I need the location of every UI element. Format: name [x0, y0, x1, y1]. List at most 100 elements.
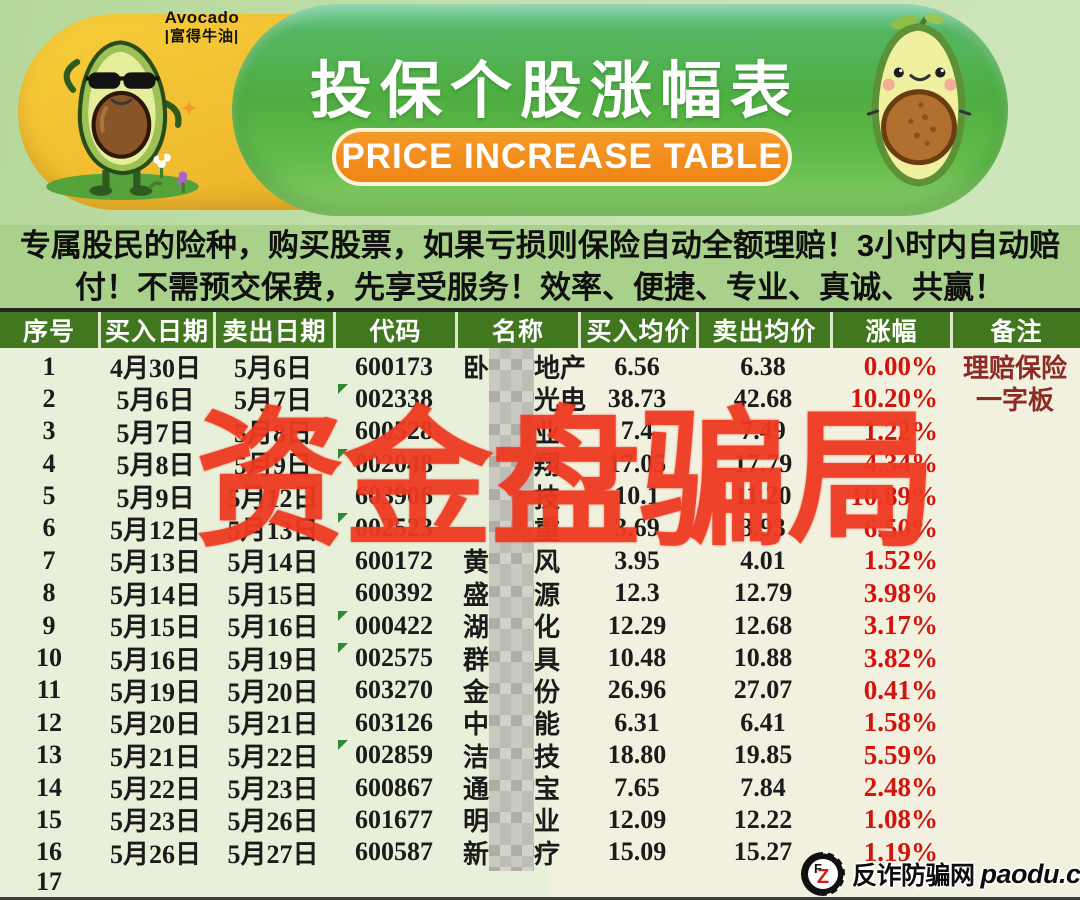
- promo-banner-text: 专属股民的险种，购买股票，如果亏损则保险自动全额理赔！3小时内自动赔付！不需预交…: [19, 227, 1061, 305]
- stock-name-visible-left: 金: [462, 677, 489, 707]
- cell-sell-date: 5月22日: [227, 742, 319, 772]
- stock-name-visible-right: 化: [534, 613, 561, 643]
- cell-code: 002523: [333, 513, 455, 543]
- stock-name-visible-right: 份: [534, 677, 561, 707]
- cell-index: 16: [36, 837, 62, 867]
- cell-buy-date: 5月20日: [109, 710, 201, 740]
- cell-buy-date: 5月14日: [109, 580, 201, 610]
- table-row: 2 5月6日 5月7日 002338 光电 38.73 42.68 10.20%…: [0, 380, 1080, 418]
- cell-buy-price: 12.29: [607, 610, 667, 640]
- mosaic-blur: [489, 769, 534, 807]
- cell-buy-date: 5月12日: [109, 515, 201, 545]
- cell-index: 12: [36, 707, 62, 737]
- avocado-mascot-left-icon: [46, 40, 199, 200]
- cell-stock-name: 新 疗: [455, 833, 578, 871]
- cell-buy-date: 5月6日: [116, 386, 195, 416]
- cell-sell-price: 11.20: [734, 481, 792, 511]
- mosaic-blur: [489, 736, 534, 774]
- cell-stock-name: 光电: [455, 380, 587, 418]
- cell-price-change: 10.20%: [850, 383, 938, 414]
- table-row: 15 5月23日 5月26日 601677 明 业 12.09 12.22 1.…: [0, 801, 1080, 839]
- cell-stock-name: 卧 地产: [455, 348, 587, 385]
- cell-stock-name: 盛 源: [455, 574, 578, 612]
- cell-code: 002575: [333, 643, 455, 673]
- cell-buy-date: 5月15日: [109, 613, 201, 643]
- cell-sell-date: 5月19日: [227, 645, 319, 675]
- cell-sell-price: 12.79: [733, 578, 793, 608]
- page-title: 投保个股涨幅表: [309, 57, 800, 126]
- cell-code: 002859: [333, 740, 455, 770]
- stock-name-visible-left: 湖: [462, 613, 489, 643]
- cell-index: 17: [36, 867, 62, 897]
- mosaic-blur: [489, 380, 534, 418]
- table-row: 8 5月14日 5月15日 600392 盛 源 12.3 12.79 3.98…: [0, 574, 1080, 612]
- cell-stock-name: 金 份: [455, 671, 578, 709]
- cell-sell-price: 4.01: [740, 545, 786, 575]
- antifraud-watermark: F Z 反诈防骗网 paodu.cc: [800, 851, 1080, 897]
- cell-sell-date: 5月8日: [233, 418, 312, 448]
- stock-name-visible-right: 地产: [534, 354, 587, 383]
- brand-name-en: Avocado: [164, 8, 240, 27]
- cell-sell-date: 5月9日: [233, 451, 312, 481]
- cell-buy-date: 5月8日: [116, 451, 195, 481]
- cell-buy-price: 3.95: [614, 545, 660, 575]
- cell-code: 002338: [333, 383, 455, 414]
- cell-index: 11: [36, 675, 62, 705]
- stock-name-visible-right: 技: [534, 742, 561, 772]
- cell-buy-price: 6.31: [614, 707, 660, 737]
- stock-name-visible-left: 黄: [462, 548, 489, 578]
- cell-sell-price: 42.68: [733, 383, 793, 413]
- cell-price-change: 2.48%: [863, 772, 938, 803]
- cell-sell-price: 6.38: [740, 351, 786, 381]
- cell-index: 8: [42, 578, 56, 608]
- cell-index: 7: [42, 545, 56, 575]
- cell-code: 603270: [355, 675, 433, 705]
- stock-name-visible-right: 光电: [534, 386, 587, 416]
- cell-stock-name: 洁 技: [455, 736, 578, 774]
- cell-code: 000422: [333, 610, 455, 641]
- stock-name-visible-right: 业: [534, 418, 561, 448]
- cell-index: 6: [42, 513, 56, 543]
- cell-sell-date: 5月15日: [227, 580, 319, 610]
- mosaic-blur: [489, 607, 534, 645]
- cell-index: 15: [36, 804, 62, 834]
- table-header-cell: 卖出日期: [213, 312, 333, 348]
- stock-name-visible-right: 技: [534, 483, 561, 513]
- cell-price-change: 3.82%: [863, 642, 938, 673]
- cell-sell-price: 6.41: [740, 707, 786, 737]
- cell-buy-price: 7.4: [620, 416, 654, 446]
- cell-code: 600587: [355, 837, 433, 867]
- cell-buy-price: 10.48: [607, 643, 667, 673]
- cell-code: 601677: [355, 804, 433, 834]
- table-row: 13 5月21日 5月22日 002859 洁 技 18.80 19.85 5.…: [0, 736, 1080, 774]
- cell-price-change: 3.98%: [863, 577, 938, 608]
- stock-name-visible-right: 能: [534, 710, 561, 740]
- sparkle-icon: ✦: [180, 96, 199, 121]
- cell-sell-date: 5月20日: [227, 677, 319, 707]
- cell-sell-date: 5月7日: [233, 386, 312, 416]
- mosaic-blur: [489, 801, 534, 839]
- cell-price-change: 6.50%: [863, 512, 938, 543]
- table-header-cell: 代码: [333, 312, 455, 348]
- cell-sell-price: 17.79: [733, 448, 793, 478]
- table-header-cell: 卖出均价: [696, 312, 830, 348]
- cell-sell-price: 7.49: [740, 416, 786, 446]
- cell-code: 002048: [333, 448, 455, 479]
- table-rows: 1 4月30日 5月6日 600173 卧 地产 6.56 6.38 0.00%…: [0, 348, 1080, 899]
- cell-buy-date: 5月7日: [116, 418, 195, 448]
- cell-note: 理赔保险: [962, 354, 1067, 383]
- stock-name-visible-right: 宝: [534, 775, 561, 805]
- stock-name-visible-right: 源: [534, 580, 561, 610]
- cell-sell-price: 27.07: [733, 675, 793, 705]
- scam-warning-overlay: 资金盘骗局: [195, 396, 937, 564]
- cell-buy-date: 5月16日: [109, 645, 201, 675]
- cell-buy-price: 12.3: [614, 578, 660, 608]
- antifraud-logo-icon: F Z: [801, 851, 846, 897]
- cell-sell-date: 5月21日: [227, 710, 319, 740]
- mosaic-blur: [489, 412, 534, 450]
- cell-stock-name: 群 具: [455, 639, 578, 677]
- table-row: 17: [0, 866, 1080, 898]
- cell-code: 603906: [355, 481, 433, 511]
- mosaic-blur: [489, 704, 534, 742]
- svg-text:Z: Z: [817, 866, 829, 888]
